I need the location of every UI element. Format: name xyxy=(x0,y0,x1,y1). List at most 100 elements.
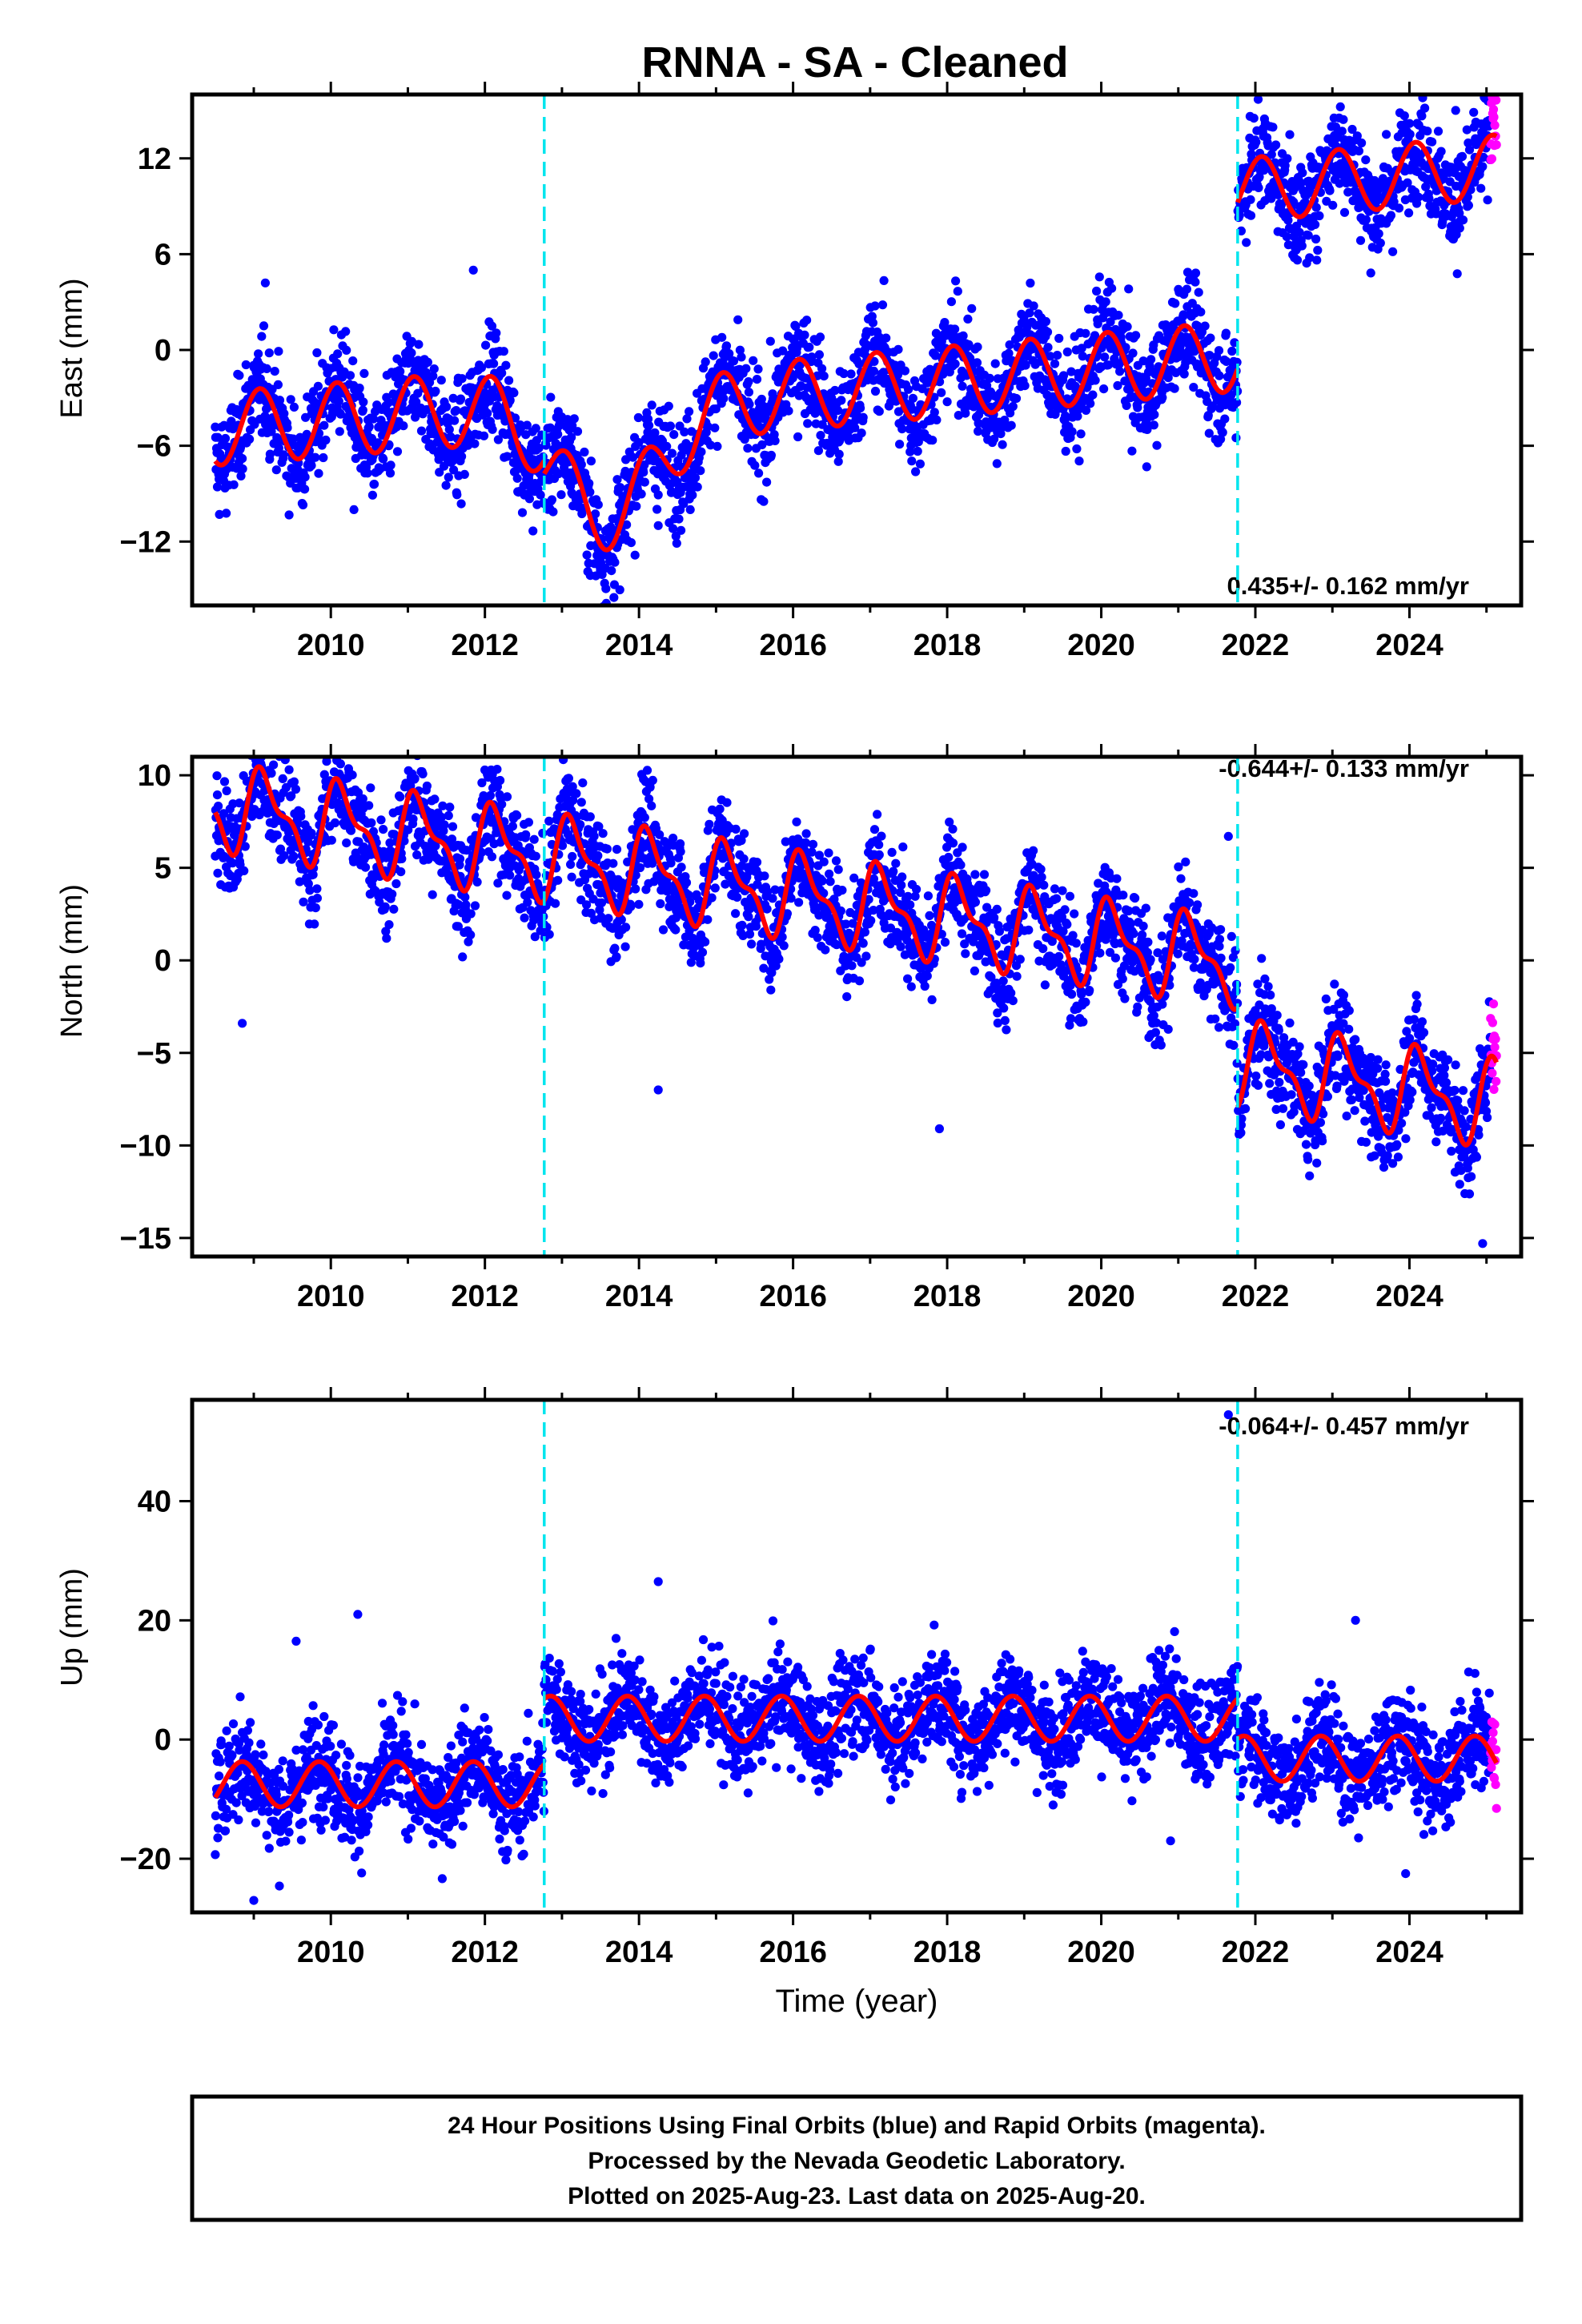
east-point xyxy=(958,382,967,391)
east-point xyxy=(1091,376,1100,384)
east-point xyxy=(274,380,283,389)
east-point xyxy=(1417,111,1426,120)
north-point xyxy=(486,791,495,800)
north-point xyxy=(780,941,789,950)
north-point xyxy=(508,822,517,830)
north-point xyxy=(737,921,746,930)
east-xtick-label: 2020 xyxy=(1067,629,1135,662)
north-point xyxy=(241,842,250,850)
east-point xyxy=(329,325,338,334)
north-point xyxy=(255,742,264,750)
east-point xyxy=(1170,384,1179,393)
north-point xyxy=(608,859,617,868)
east-point xyxy=(314,469,323,478)
north-point xyxy=(676,839,685,848)
east-point xyxy=(283,424,291,432)
east-point xyxy=(800,331,809,340)
north-point xyxy=(331,818,339,827)
east-point xyxy=(1404,208,1413,217)
east-point xyxy=(314,382,323,391)
north-point xyxy=(961,949,970,958)
east-point xyxy=(644,421,653,430)
north-point xyxy=(923,971,932,980)
east-point xyxy=(1338,127,1347,135)
east-point xyxy=(1242,238,1251,247)
east-point xyxy=(1095,272,1104,281)
east-point xyxy=(1325,187,1334,195)
north-point xyxy=(813,933,822,942)
east-point xyxy=(239,464,247,473)
north-point xyxy=(897,943,905,951)
east-point xyxy=(674,515,683,524)
east-point xyxy=(450,416,459,425)
east-point xyxy=(1122,401,1131,410)
east-point xyxy=(743,444,752,452)
north-point xyxy=(634,900,643,909)
north-point xyxy=(682,879,691,887)
north-point xyxy=(530,835,539,844)
north-point xyxy=(732,825,741,834)
north-ylabel: North (mm) xyxy=(55,884,89,1038)
east-point xyxy=(1227,347,1236,356)
east-point xyxy=(587,456,596,465)
north-point xyxy=(949,838,958,847)
east-point xyxy=(1246,195,1255,204)
north-point xyxy=(430,794,439,803)
east-point xyxy=(859,413,868,422)
east-point xyxy=(1123,322,1132,331)
east-point xyxy=(875,407,884,416)
east-point xyxy=(359,405,367,414)
north-point xyxy=(794,898,803,907)
north-point xyxy=(898,842,907,851)
east-point xyxy=(696,466,705,475)
east-point xyxy=(1339,115,1347,124)
east-point xyxy=(548,495,556,504)
east-point xyxy=(1254,183,1263,192)
east-ytick-label: 0 xyxy=(155,334,171,368)
east-point xyxy=(407,348,416,357)
east-point xyxy=(417,427,426,436)
north-point xyxy=(877,832,885,841)
east-point xyxy=(632,502,640,511)
east-point xyxy=(816,431,825,440)
east-ylabel: East (mm) xyxy=(55,278,89,418)
east-point xyxy=(762,478,771,487)
north-point xyxy=(545,930,554,939)
north-point xyxy=(505,870,514,879)
east-point xyxy=(607,566,616,575)
north-point xyxy=(744,912,753,921)
east-point xyxy=(1295,228,1304,237)
east-point xyxy=(729,356,738,365)
east-point xyxy=(528,526,537,535)
east-point xyxy=(986,374,994,383)
north-point xyxy=(493,879,502,887)
east-point xyxy=(254,349,263,358)
east-point xyxy=(805,343,813,352)
east-point xyxy=(235,371,243,380)
east-point xyxy=(1251,138,1260,147)
north-point xyxy=(336,759,345,768)
north-point xyxy=(870,825,879,834)
east-point xyxy=(1074,456,1083,465)
north-point xyxy=(496,776,504,785)
north-point xyxy=(492,744,500,753)
north-point xyxy=(285,766,294,774)
north-point xyxy=(711,883,720,892)
north-point xyxy=(590,832,599,841)
north-point xyxy=(875,850,884,859)
north-point xyxy=(897,881,905,890)
east-point xyxy=(1478,162,1487,171)
north-point xyxy=(905,900,914,909)
north-point xyxy=(551,899,560,908)
east-outlier-point xyxy=(1382,130,1391,139)
east-point xyxy=(359,369,368,378)
east-point xyxy=(1191,268,1200,277)
east-point xyxy=(793,432,802,441)
north-point xyxy=(456,854,464,863)
east-point xyxy=(1250,114,1259,123)
east-point xyxy=(815,350,824,359)
east-point xyxy=(616,585,624,594)
north-point xyxy=(327,728,335,737)
north-point xyxy=(572,789,580,798)
east-point xyxy=(1336,103,1345,111)
